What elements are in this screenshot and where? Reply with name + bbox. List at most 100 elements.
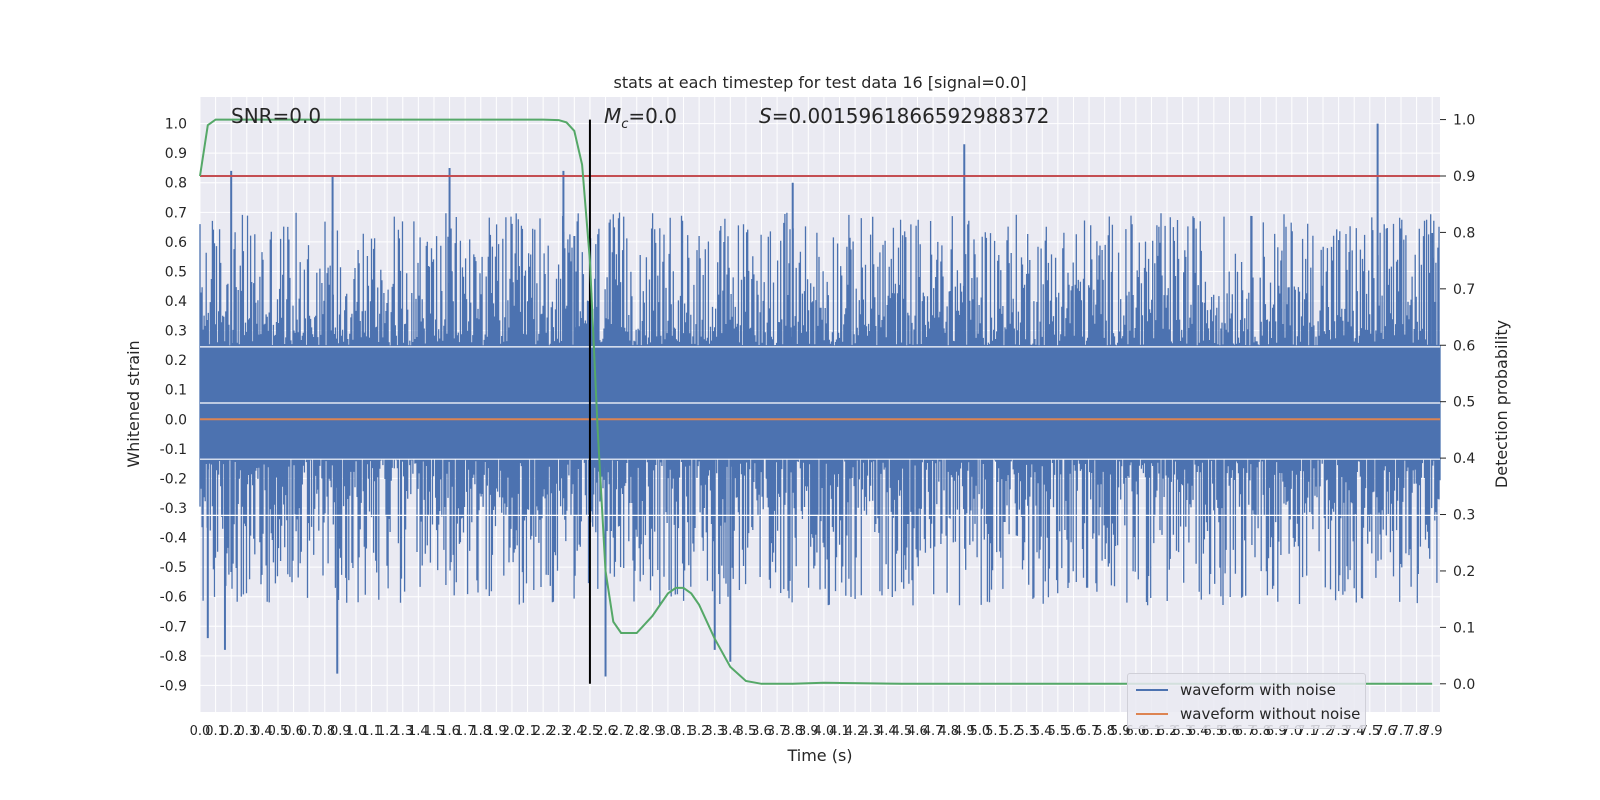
y-tick-label: 0.9: [165, 146, 187, 162]
snr-annotation: SNR=0.0: [231, 104, 321, 128]
x-tick-label: 0.3: [236, 724, 257, 739]
y-tick-label: 0.1: [165, 383, 187, 399]
x-tick-label: 5.4: [1032, 724, 1053, 739]
x-tick-label: 3.9: [798, 724, 819, 739]
x-tick-label: 4.0: [814, 724, 835, 739]
y2-tick-label: 0.3: [1453, 508, 1475, 524]
chart-title: stats at each timestep for test data 16 …: [614, 73, 1027, 92]
x-tick-label: 0.9: [330, 724, 351, 739]
y2-axis-label: Detection probability: [1492, 320, 1511, 488]
y-axis-right: 1.0 0.9 0.8 0.7 0.6 0.5 0.4 0.3 0.2 0.1 0.0: [1440, 113, 1475, 693]
x-tick-label: 4.2: [845, 724, 866, 739]
y-tick-label: -0.3: [160, 501, 187, 517]
x-tick-label: 2.6: [595, 724, 616, 739]
y2-tick-label: 0.7: [1453, 282, 1475, 298]
legend-item-clean: waveform without noise: [1136, 702, 1360, 726]
overlay: [199, 118, 1440, 685]
x-tick-label: 3.0: [658, 724, 679, 739]
y2-tick-label: 0.2: [1453, 564, 1475, 580]
s-annotation: S=0.0015961866592988372: [759, 104, 1049, 128]
y2-tick-label: 0.5: [1453, 395, 1475, 411]
s-symbol: S: [759, 104, 772, 128]
x-tick-label: 1.2: [377, 724, 398, 739]
y-tick-label: -0.8: [160, 649, 187, 665]
y2-tick-label: 0.1: [1453, 620, 1475, 636]
y-tick-label: 0.3: [165, 324, 187, 340]
x-tick-label: 4.5: [892, 724, 913, 739]
x-tick-label: 0.1: [205, 724, 226, 739]
legend-item-noise: waveform with noise: [1136, 678, 1336, 702]
x-tick-label: 4.6: [907, 724, 928, 739]
x-tick-label: 0.5: [268, 724, 289, 739]
snr-text: SNR=0.0: [231, 104, 322, 128]
y2-tick-label: 0.9: [1453, 169, 1475, 185]
x-tick-label: 0.7: [299, 724, 320, 739]
y-tick-label: 0.6: [165, 235, 187, 251]
y2-tick-label: 0.6: [1453, 338, 1475, 354]
x-tick-label: 0.6: [283, 724, 304, 739]
y-tick-label: 1.0: [165, 117, 187, 133]
x-tick-label: 4.3: [860, 724, 881, 739]
s-value: =0.0015961866592988372: [771, 104, 1050, 128]
x-tick-label: 0.2: [221, 724, 242, 739]
y-tick-label: 0.5: [165, 264, 187, 280]
y-tick-label: -0.2: [160, 471, 187, 487]
legend-swatch-clean: [1136, 713, 1168, 715]
legend-label-noise: waveform with noise: [1180, 681, 1336, 699]
x-tick-label: 5.8: [1094, 724, 1115, 739]
x-tick-label: 4.4: [876, 724, 897, 739]
x-tick-label: 0.0: [190, 724, 211, 739]
x-tick-label: 1.4: [408, 724, 429, 739]
x-tick-label: 2.4: [564, 724, 585, 739]
x-tick-label: 2.1: [517, 724, 538, 739]
x-tick-label: 4.9: [954, 724, 975, 739]
x-tick-label: 3.4: [720, 724, 741, 739]
y-tick-label: -0.1: [160, 442, 187, 458]
x-tick-label: 4.7: [923, 724, 944, 739]
x-tick-label: 1.5: [424, 724, 445, 739]
x-tick-label: 2.7: [611, 724, 632, 739]
mc-annotation: Mc=0.0: [604, 104, 677, 132]
y-tick-label: 0.0: [165, 412, 187, 428]
mc-value: =0.0: [628, 104, 677, 128]
detection-probability-line: [199, 118, 1433, 685]
y2-tick-label: 1.0: [1453, 113, 1475, 129]
x-tick-label: 3.5: [736, 724, 757, 739]
mc-subscript: c: [621, 117, 629, 132]
x-tick-label: 2.2: [533, 724, 554, 739]
x-tick-label: 2.3: [548, 724, 569, 739]
x-tick-label: 0.8: [314, 724, 335, 739]
x-tick-label: 5.3: [1016, 724, 1037, 739]
x-tick-label: 5.1: [985, 724, 1006, 739]
x-tick-label: 2.5: [580, 724, 601, 739]
x-tick-label: 1.3: [392, 724, 413, 739]
legend: waveform with noise waveform without noi…: [1127, 673, 1366, 729]
x-tick-label: 1.9: [486, 724, 507, 739]
x-tick-label: 2.8: [626, 724, 647, 739]
x-tick-label: 5.6: [1063, 724, 1084, 739]
x-tick-label: 1.1: [361, 724, 382, 739]
x-tick-label: 2.9: [642, 724, 663, 739]
x-tick-label: 1.6: [439, 724, 460, 739]
x-tick-label: 5.2: [1001, 724, 1022, 739]
x-tick-label: 2.0: [502, 724, 523, 739]
y-tick-label: 0.7: [165, 205, 187, 221]
x-tick-label: 7.8: [1406, 724, 1427, 739]
x-tick-label: 3.2: [689, 724, 710, 739]
legend-swatch-noise: [1136, 689, 1168, 691]
x-tick-label: 4.8: [938, 724, 959, 739]
y-axis-left: 1.0 0.9 0.8 0.7 0.6 0.5 0.4 0.3 0.2 0.1 0.0 -0.1 -0.…: [160, 117, 187, 695]
x-tick-label: 1.7: [455, 724, 476, 739]
x-tick-label: 5.5: [1048, 724, 1069, 739]
x-tick-label: 3.8: [782, 724, 803, 739]
x-tick-label: 3.7: [767, 724, 788, 739]
y-tick-label: -0.7: [160, 619, 187, 635]
x-tick-label: 3.1: [673, 724, 694, 739]
y-tick-label: 0.2: [165, 353, 187, 369]
legend-label-clean: waveform without noise: [1180, 705, 1361, 723]
x-tick-label: 5.0: [970, 724, 991, 739]
y-tick-label: 0.8: [165, 176, 187, 192]
y2-tick-label: 0.8: [1453, 225, 1475, 241]
mc-symbol: M: [604, 104, 622, 128]
